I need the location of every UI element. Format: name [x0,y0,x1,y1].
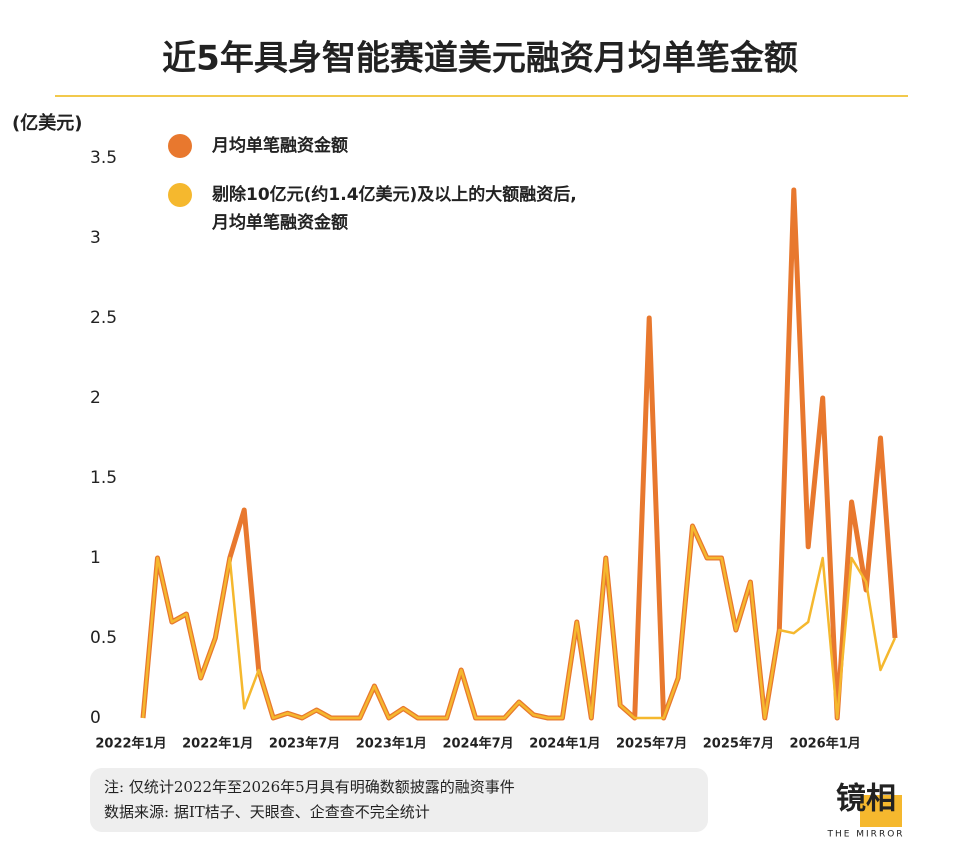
y-tick-label: 3.5 [90,148,117,168]
x-tick-label: 2024年7月 [442,736,513,752]
series-line [141,524,897,720]
x-tick-label: 2023年1月 [356,736,427,752]
y-tick-label: 1 [90,548,101,568]
legend-label: 月均单笔融资金额 [211,135,348,156]
y-tick-label: 2 [90,388,101,408]
chart-title: 近5年具身智能赛道美元融资月均单笔金额 [162,39,798,79]
y-tick-label: 1.5 [90,468,117,488]
y-tick-label: 3 [90,228,101,248]
y-axis-label: (亿美元) [12,112,82,134]
series-line [140,187,898,721]
logo-block [860,795,902,827]
y-tick-label: 0.5 [90,628,117,648]
legend-label: 剔除10亿元(约1.4亿美元)及以上的大额融资后,月均单笔融资金额 [211,184,577,233]
legend-swatch [168,183,192,207]
logo-sub: THE MIRROR [826,830,904,840]
legend-swatch [168,134,192,158]
x-tick-label: 2024年1月 [529,736,600,752]
footer-source: 数据来源: 据IT桔子、天眼查、企查查不完全统计 [104,803,430,821]
x-tick-label: 2025年7月 [616,736,687,752]
footer-box [90,768,708,832]
footer-note: 注: 仅统计2022年至2026年5月具有明确数额披露的融资事件 [104,778,515,796]
x-tick-label: 2026年1月 [790,736,861,752]
x-tick-label: 2025年7月 [703,736,774,752]
y-tick-label: 0 [90,708,101,728]
logo-main: 镜相 [836,782,896,817]
x-tick-label: 2022年1月 [182,736,253,752]
x-tick-label: 2023年7月 [269,736,340,752]
y-tick-label: 2.5 [90,308,117,328]
x-tick-label: 2022年1月 [95,736,166,752]
